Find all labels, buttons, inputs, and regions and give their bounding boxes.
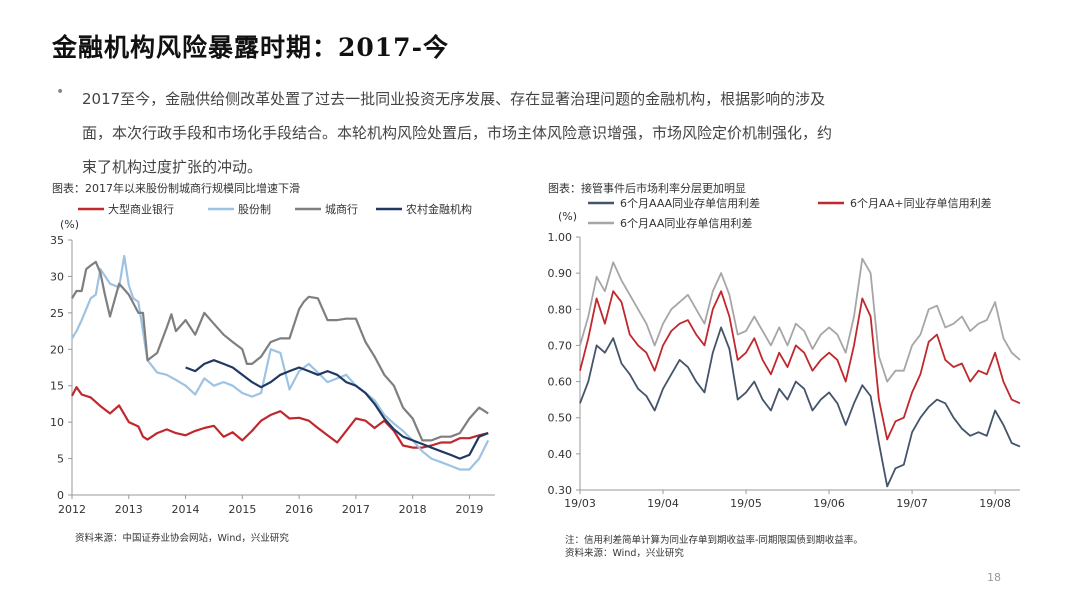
- series-line: [71, 254, 490, 471]
- y-tick-label: 5: [57, 453, 64, 466]
- legend-label: 6个月AA同业存单信用利差: [620, 216, 752, 230]
- series-line: [71, 260, 489, 442]
- y-tick-label: 0.50: [548, 412, 573, 425]
- bullet-dot: •: [56, 84, 65, 100]
- legend-label: 城商行: [325, 202, 358, 216]
- bullet-line: 束了机构过度扩张的冲动。: [82, 158, 263, 176]
- x-tick-label: 19/06: [813, 497, 845, 510]
- right-chart-note: 注：信用利差简单计算为同业存单到期收益率-同期限国债到期收益率。: [565, 535, 863, 546]
- x-tick-label: 2017: [342, 503, 370, 516]
- page-number: 18: [987, 571, 1001, 584]
- x-tick-label: 19/05: [730, 497, 762, 510]
- x-tick-label: 19/04: [647, 497, 679, 510]
- y-tick-label: 0.40: [548, 448, 573, 461]
- left-chart-caption: 图表：2017年以来股份制城商行规模同比增速下滑: [52, 182, 300, 195]
- y-tick-label: 0.80: [548, 303, 573, 316]
- x-tick-label: 2018: [399, 503, 427, 516]
- y-axis-label: (%): [558, 210, 577, 223]
- series-line: [579, 257, 1021, 383]
- right-line-chart: 6个月AAA同业存单信用利差 6个月AA+同业存单信用利差 6个月AA同业存单信用利…: [548, 196, 1021, 510]
- series-line: [185, 359, 489, 460]
- x-tick-label: 19/07: [896, 497, 928, 510]
- legend-label: 6个月AA+同业存单信用利差: [850, 196, 992, 210]
- bullet-line: 2017至今，金融供给侧改革处置了过去一批同业投资无序发展、存在显著治理问题的金…: [82, 90, 826, 108]
- bullet-paragraph: 2017至今，金融供给侧改革处置了过去一批同业投资无序发展、存在显著治理问题的金…: [82, 82, 982, 184]
- y-tick-label: 0: [57, 489, 64, 502]
- x-tick-label: 2019: [455, 503, 483, 516]
- y-tick-label: 30: [50, 270, 64, 283]
- left-line-chart: 大型商业银行 股份制 城商行 农村金融机构 (%) 0 5 10 15 20 25 30 35 2012 2…: [50, 202, 495, 516]
- x-tick-label: 19/03: [564, 497, 596, 510]
- legend-label: 大型商业银行: [108, 202, 174, 216]
- series-line: [579, 290, 1021, 441]
- y-tick-label: 10: [50, 416, 64, 429]
- bullet-line: 面，本次行政手段和市场化手段结合。本轮机构风险处置后，市场主体风险意识增强，市场…: [82, 124, 833, 142]
- x-tick-label: 2012: [58, 503, 86, 516]
- y-tick-label: 0.70: [548, 339, 573, 352]
- x-tick-label: 2016: [285, 503, 313, 516]
- series-line: [71, 386, 489, 449]
- y-tick-label: 0.90: [548, 267, 573, 280]
- right-chart-caption: 图表：接管事件后市场利率分层更加明显: [548, 182, 746, 195]
- x-tick-label: 2015: [228, 503, 256, 516]
- y-tick-label: 35: [50, 234, 64, 247]
- right-chart-source: 资料来源：Wind，兴业研究: [565, 548, 684, 559]
- left-chart-source: 资料来源：中国证券业协会网站，Wind，兴业研究: [75, 533, 289, 544]
- y-tick-label: 0.30: [548, 484, 573, 497]
- x-tick-label: 2014: [172, 503, 200, 516]
- y-tick-label: 15: [50, 380, 64, 393]
- legend-label: 股份制: [238, 203, 271, 216]
- page-title: 金融机构风险暴露时期：2017-今: [52, 33, 449, 62]
- legend-label: 农村金融机构: [406, 202, 472, 216]
- x-tick-label: 19/08: [979, 497, 1011, 510]
- legend-label: 6个月AAA同业存单信用利差: [620, 196, 760, 210]
- series-line: [579, 326, 1021, 488]
- y-axis-label: (%): [60, 218, 79, 231]
- y-tick-label: 0.60: [548, 376, 573, 389]
- y-tick-label: 20: [50, 343, 64, 356]
- y-tick-label: 25: [50, 307, 64, 320]
- y-tick-label: 1.00: [548, 231, 573, 244]
- x-tick-label: 2013: [115, 503, 143, 516]
